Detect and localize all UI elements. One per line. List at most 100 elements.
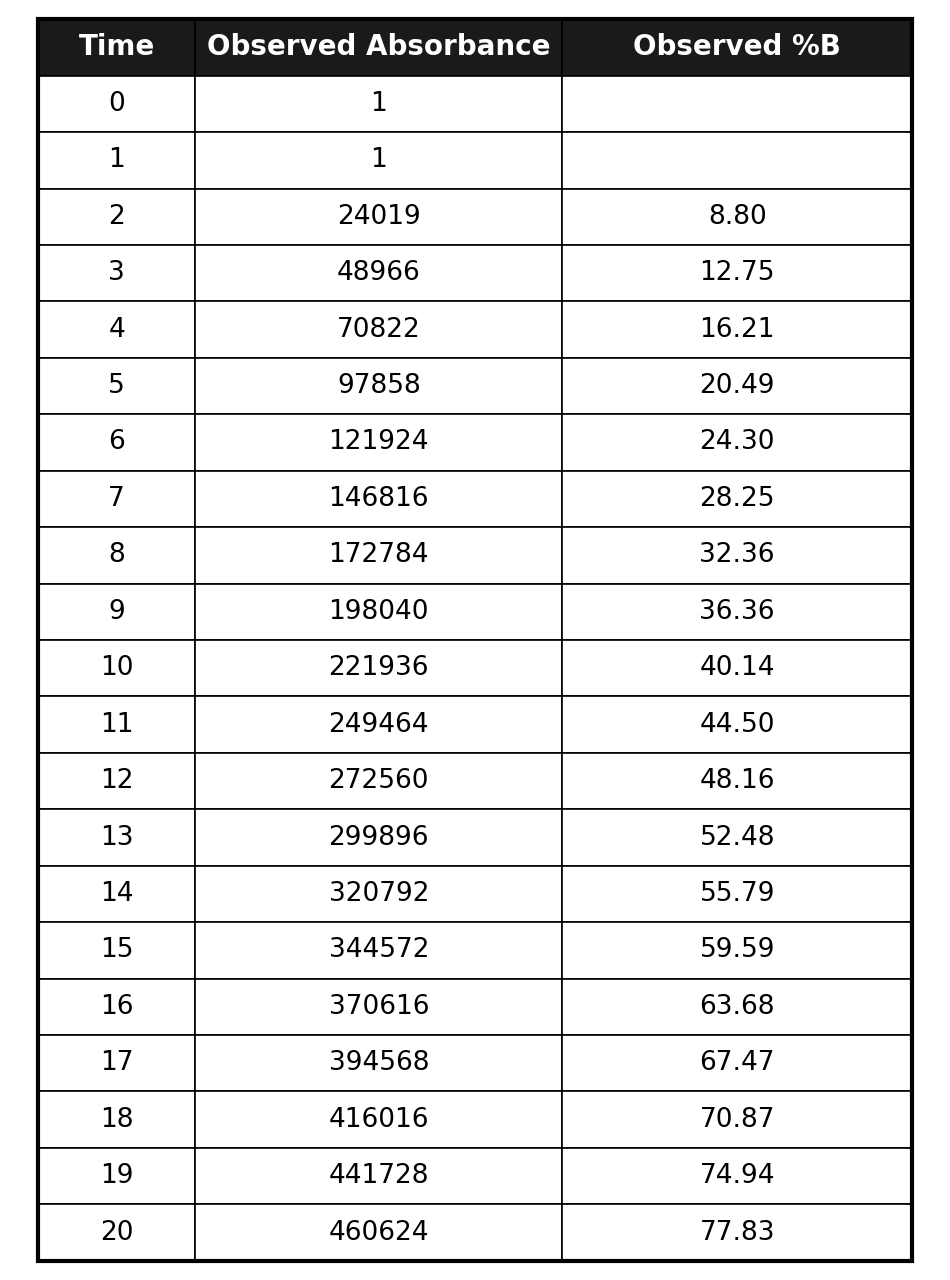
Text: 394568: 394568: [329, 1051, 429, 1076]
Bar: [562, 922, 912, 979]
Text: 172784: 172784: [329, 543, 429, 568]
Bar: [562, 1036, 912, 1092]
Bar: [562, 640, 912, 696]
Text: 59.59: 59.59: [699, 937, 775, 964]
Text: 10: 10: [100, 655, 133, 681]
Bar: [38, 640, 196, 696]
Text: 416016: 416016: [329, 1107, 429, 1133]
Bar: [196, 244, 562, 301]
Text: 272560: 272560: [329, 768, 429, 794]
Text: 18: 18: [100, 1107, 133, 1133]
Bar: [196, 415, 562, 471]
Bar: [562, 1204, 912, 1261]
Bar: [562, 301, 912, 358]
Bar: [38, 696, 196, 753]
Text: 48966: 48966: [337, 260, 421, 287]
Bar: [196, 527, 562, 584]
Text: 5: 5: [108, 372, 125, 399]
Bar: [38, 76, 196, 132]
Text: 17: 17: [100, 1051, 133, 1076]
Bar: [38, 527, 196, 584]
Text: 19: 19: [100, 1164, 133, 1189]
Text: 221936: 221936: [329, 655, 429, 681]
Text: 299896: 299896: [329, 824, 429, 850]
Text: 198040: 198040: [329, 599, 429, 625]
Text: 146816: 146816: [329, 486, 429, 512]
Bar: [562, 865, 912, 922]
Bar: [196, 76, 562, 132]
Bar: [196, 471, 562, 527]
Bar: [562, 584, 912, 640]
Text: 12: 12: [100, 768, 133, 794]
Text: 249464: 249464: [329, 712, 429, 737]
Bar: [562, 415, 912, 471]
Bar: [38, 301, 196, 358]
Text: 40.14: 40.14: [699, 655, 775, 681]
Text: 36.36: 36.36: [699, 599, 775, 625]
Text: 7: 7: [108, 486, 125, 512]
Bar: [196, 979, 562, 1036]
Bar: [562, 696, 912, 753]
Bar: [196, 584, 562, 640]
Bar: [38, 584, 196, 640]
Bar: [38, 865, 196, 922]
Text: Observed %B: Observed %B: [634, 33, 841, 61]
Text: 63.68: 63.68: [699, 993, 775, 1020]
Text: 6: 6: [108, 430, 125, 456]
Bar: [196, 1204, 562, 1261]
Bar: [196, 132, 562, 188]
Text: 28.25: 28.25: [699, 486, 775, 512]
Bar: [196, 358, 562, 415]
Bar: [562, 358, 912, 415]
Text: 8: 8: [108, 543, 125, 568]
Text: Observed Absorbance: Observed Absorbance: [207, 33, 551, 61]
Bar: [196, 188, 562, 244]
Text: 121924: 121924: [329, 430, 429, 456]
Bar: [562, 471, 912, 527]
Text: 0: 0: [108, 91, 125, 116]
Bar: [562, 1148, 912, 1204]
Bar: [196, 922, 562, 979]
Text: 24019: 24019: [337, 204, 421, 229]
Bar: [196, 1092, 562, 1148]
Bar: [196, 809, 562, 865]
Text: 55.79: 55.79: [699, 881, 775, 908]
Text: 11: 11: [100, 712, 133, 737]
Bar: [38, 19, 196, 76]
Bar: [562, 753, 912, 809]
Text: 74.94: 74.94: [699, 1164, 775, 1189]
Text: 12.75: 12.75: [699, 260, 775, 287]
Bar: [38, 415, 196, 471]
Text: 8.80: 8.80: [708, 204, 767, 229]
Bar: [38, 1204, 196, 1261]
Text: 70822: 70822: [337, 316, 421, 343]
Text: 441728: 441728: [329, 1164, 429, 1189]
Bar: [38, 979, 196, 1036]
Bar: [38, 1036, 196, 1092]
Bar: [196, 865, 562, 922]
Text: 16: 16: [100, 993, 133, 1020]
Text: 2: 2: [108, 204, 125, 229]
Text: 52.48: 52.48: [699, 824, 775, 850]
Text: 1: 1: [370, 91, 388, 116]
Text: 370616: 370616: [329, 993, 429, 1020]
Bar: [562, 19, 912, 76]
Text: 32.36: 32.36: [699, 543, 775, 568]
Bar: [196, 640, 562, 696]
Bar: [562, 979, 912, 1036]
Bar: [562, 76, 912, 132]
Bar: [38, 188, 196, 244]
Bar: [562, 527, 912, 584]
Bar: [196, 753, 562, 809]
Bar: [38, 358, 196, 415]
Text: 48.16: 48.16: [699, 768, 775, 794]
Bar: [562, 1092, 912, 1148]
Bar: [38, 132, 196, 188]
Text: 15: 15: [100, 937, 133, 964]
Text: 1: 1: [108, 147, 125, 173]
Text: 14: 14: [100, 881, 133, 908]
Bar: [38, 922, 196, 979]
Bar: [38, 1092, 196, 1148]
Text: 67.47: 67.47: [699, 1051, 775, 1076]
Text: 20.49: 20.49: [699, 372, 775, 399]
